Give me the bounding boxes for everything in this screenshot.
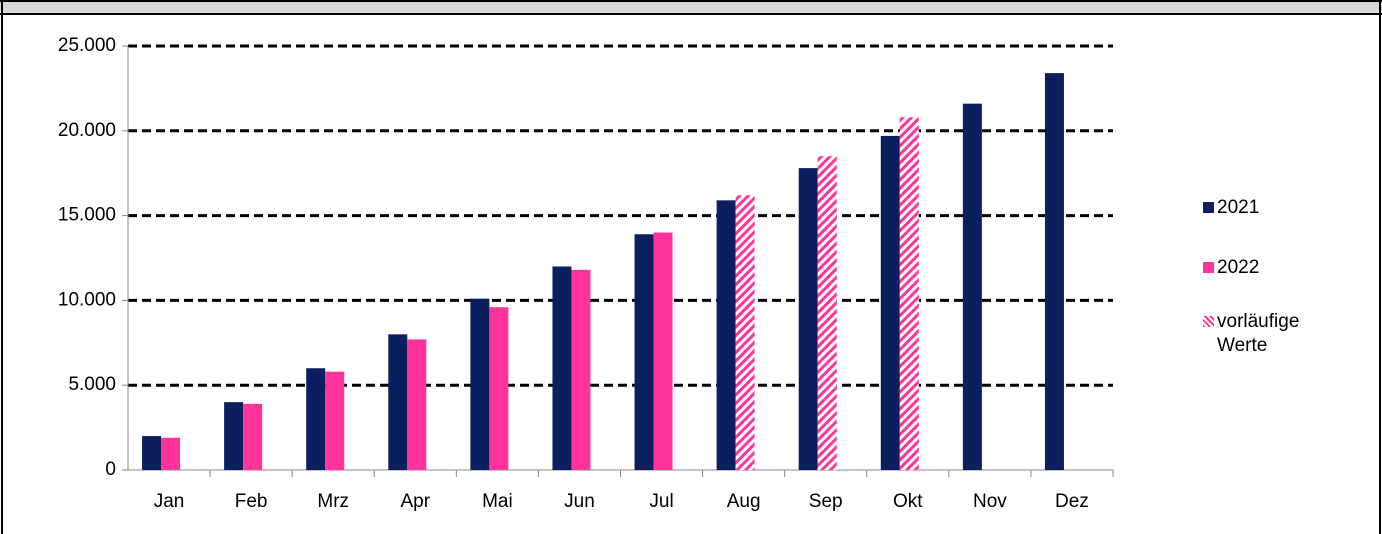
bar [899, 117, 919, 471]
legend-label: 2021 [1217, 197, 1260, 218]
y-tick-label: 25.000 [58, 35, 116, 56]
y-tick-label: 20.000 [58, 120, 116, 141]
x-tick-label: Mrz [317, 491, 349, 512]
x-tick-label: Sep [809, 491, 843, 512]
bar [552, 266, 572, 470]
x-tick-label: Jul [649, 491, 673, 512]
x-tick-label: Feb [235, 491, 268, 512]
bar [306, 368, 326, 470]
x-tick-label: Apr [401, 491, 431, 512]
legend-entry: vorläufige Werte [1203, 310, 1313, 358]
x-tick-label: Okt [893, 491, 923, 512]
x-tick-label: Aug [727, 491, 761, 512]
x-tick-label: Nov [973, 491, 1007, 512]
frame-band [0, 0, 1382, 14]
legend-entry: 2021 [1203, 196, 1313, 220]
x-tick-label: Jan [154, 491, 185, 512]
legend-swatch [1203, 316, 1214, 327]
legend-entry: 2022 [1203, 256, 1313, 280]
bar [962, 103, 982, 470]
bar [716, 200, 736, 470]
x-tick-label: Dez [1055, 491, 1089, 512]
bar [142, 436, 162, 470]
legend-label: vorläufige Werte [1217, 311, 1300, 356]
bar [470, 298, 490, 470]
bar [489, 307, 509, 470]
bar [325, 371, 345, 470]
legend-swatch [1203, 262, 1214, 273]
bar [798, 168, 818, 470]
bar [388, 334, 408, 470]
y-tick-label: 15.000 [58, 205, 116, 226]
bar [653, 232, 673, 470]
y-tick-label: 0 [105, 459, 116, 480]
bar [243, 403, 263, 470]
bar [224, 402, 244, 470]
bar [817, 156, 837, 471]
bar [1044, 73, 1064, 471]
bar [161, 437, 181, 470]
bar [880, 135, 900, 470]
y-tick-label: 10.000 [58, 289, 116, 310]
bar [735, 195, 755, 471]
bar [634, 234, 654, 470]
legend-label: 2022 [1217, 257, 1260, 278]
legend-swatch [1203, 202, 1214, 213]
bar [571, 269, 591, 470]
bar [407, 339, 427, 470]
y-tick-label: 5.000 [68, 374, 116, 395]
x-tick-label: Mai [482, 491, 513, 512]
x-tick-label: Jun [564, 491, 595, 512]
